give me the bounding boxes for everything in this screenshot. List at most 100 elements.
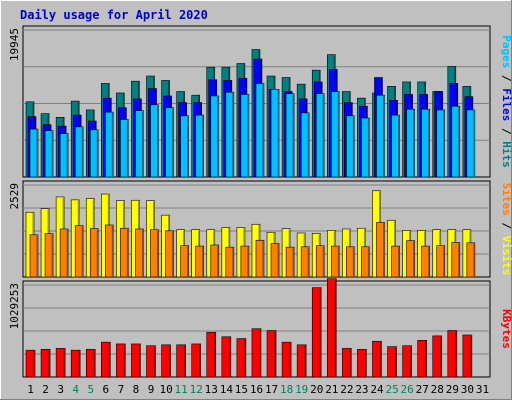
bar-edge: [443, 110, 445, 177]
x-tick-label: 7: [118, 383, 125, 396]
series-pages: [29, 83, 476, 178]
x-tick-label: 23: [355, 383, 368, 396]
bar-edge: [274, 331, 277, 377]
bar-edge: [428, 110, 430, 177]
chart-title: Daily usage for April 2020: [20, 8, 208, 22]
legend-part: Files: [500, 88, 512, 121]
bar-edge: [81, 127, 84, 177]
bar-edge: [232, 248, 234, 277]
x-tick-label: 18: [280, 383, 293, 396]
bar-edge: [33, 351, 35, 377]
bar-edge: [458, 107, 460, 177]
bar-edge: [307, 113, 310, 177]
legend-part: /: [500, 68, 512, 88]
bar-edge: [202, 116, 204, 177]
panel-legend-label: Pages / Files / Hits: [500, 35, 512, 168]
x-tick-label: 26: [401, 383, 414, 396]
bar-edge: [187, 116, 189, 177]
series-sites: [29, 222, 476, 278]
bar-edge: [96, 130, 99, 177]
bar-edge: [141, 111, 144, 177]
bar-edge: [367, 119, 370, 177]
bar-edge: [322, 94, 325, 177]
bar-edge: [36, 235, 38, 277]
legend-part: Sites: [500, 183, 512, 216]
x-tick-label: 17: [265, 383, 278, 396]
bar-edge: [123, 344, 126, 377]
bar-edge: [199, 344, 201, 377]
panel-hits_files_pages: 19945 Pages / Files / Hits: [8, 25, 512, 178]
x-tick-label: 31: [476, 383, 489, 396]
bar-edge: [126, 120, 129, 177]
x-tick-label: 12: [190, 383, 203, 396]
bar-edge: [398, 116, 400, 177]
x-tick-label: 30: [461, 383, 474, 396]
bar-edge: [66, 134, 69, 177]
bar-edge: [214, 333, 216, 377]
bar-edge: [172, 231, 174, 277]
bar-edge: [367, 247, 370, 277]
bar-edge: [36, 130, 38, 177]
legend-part: /: [500, 216, 512, 236]
legend-part: Hits: [500, 141, 512, 168]
bar-edge: [111, 113, 114, 177]
bar-edge: [81, 226, 84, 277]
bar-edge: [304, 345, 307, 377]
bar-edge: [428, 247, 430, 277]
x-tick-label: 8: [133, 383, 140, 396]
x-tick-label: 21: [325, 383, 338, 396]
x-tick-label: 20: [310, 383, 323, 396]
bar-edge: [138, 344, 141, 377]
bar-edge: [398, 247, 400, 277]
x-tick-label: 4: [72, 383, 79, 396]
x-tick-label: 19: [295, 383, 308, 396]
bar-edge: [292, 94, 295, 177]
bar-edge: [157, 230, 159, 277]
bar-edge: [247, 95, 249, 177]
bar-edge: [352, 247, 355, 277]
bar-edge: [334, 279, 337, 377]
bar-edge: [169, 345, 171, 377]
panel-max-label: 2529: [8, 183, 21, 210]
bar-edge: [217, 96, 219, 177]
panel-visits_sites: 2529 Sites / Visits: [8, 180, 512, 278]
bar-edge: [292, 248, 295, 277]
bar-edge: [157, 105, 159, 177]
bar-edge: [259, 329, 261, 377]
x-tick-label: 2: [42, 383, 49, 396]
x-tick-label: 3: [57, 383, 64, 396]
bar-edge: [382, 223, 385, 277]
bar-edge: [217, 245, 219, 277]
x-tick-label: 6: [103, 383, 110, 396]
panel-max-label: 19945: [8, 28, 21, 61]
bar-edge: [382, 96, 385, 177]
bar-edge: [154, 346, 156, 377]
bar-edge: [470, 335, 472, 377]
bar-edge: [78, 351, 81, 377]
bar-edge: [395, 347, 397, 377]
x-tick-label: 15: [235, 383, 248, 396]
bar-edge: [277, 244, 280, 277]
x-tick-label: 27: [416, 383, 429, 396]
x-tick-label: 13: [205, 383, 218, 396]
panel-kbytes: 1029253 KBytes: [8, 278, 512, 378]
bar-edge: [108, 343, 111, 377]
bar-edge: [126, 229, 129, 277]
bar-edge: [96, 229, 99, 277]
bar-edge: [458, 243, 460, 277]
bar-edge: [63, 349, 66, 377]
bar-edge: [141, 229, 144, 277]
bar-edge: [51, 131, 54, 177]
x-tick-label: 24: [370, 383, 384, 396]
legend-part: Pages: [500, 35, 512, 68]
panel-legend-label: KBytes: [500, 309, 512, 349]
x-tick-label: 28: [431, 383, 444, 396]
bar-edge: [443, 246, 445, 277]
bar-edge: [352, 116, 355, 177]
bar-edge: [337, 247, 340, 277]
bar-edge: [202, 247, 204, 277]
x-tick-label: 11: [175, 383, 188, 396]
bar-edge: [473, 110, 475, 177]
bar-edge: [319, 288, 322, 377]
bar-edge: [262, 241, 264, 277]
